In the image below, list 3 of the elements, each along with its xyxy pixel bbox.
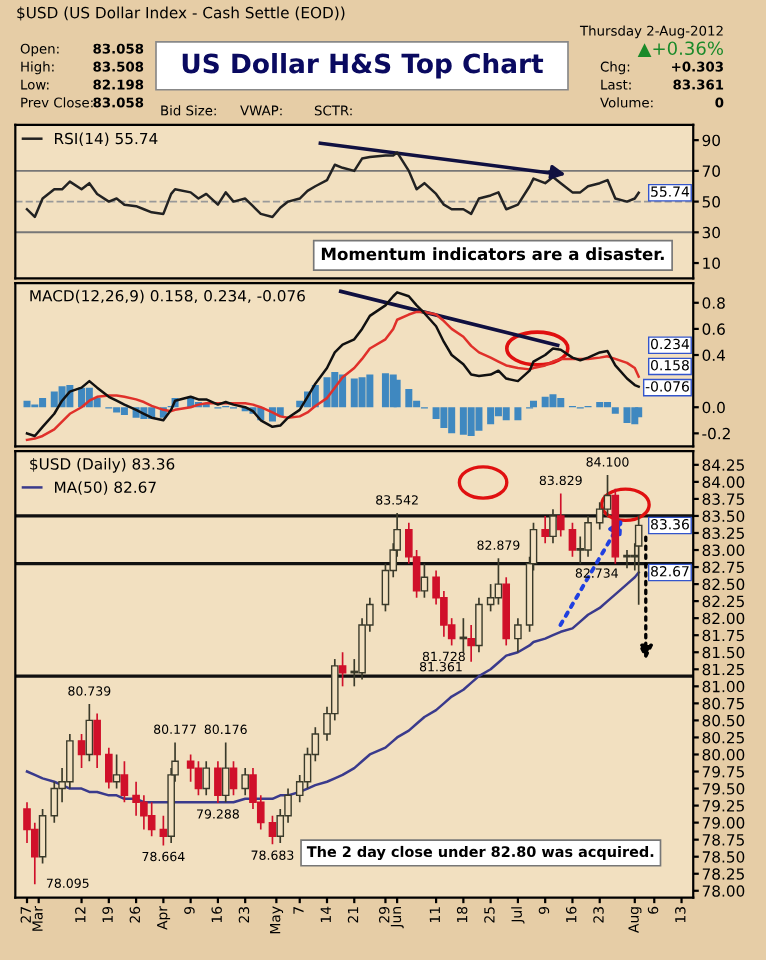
- annotation: Momentum indicators are a disaster.: [321, 247, 664, 261]
- text: US Dollar H&S Top Chart: [182, 53, 544, 79]
- text: ▲+0.36%: [637, 41, 723, 58]
